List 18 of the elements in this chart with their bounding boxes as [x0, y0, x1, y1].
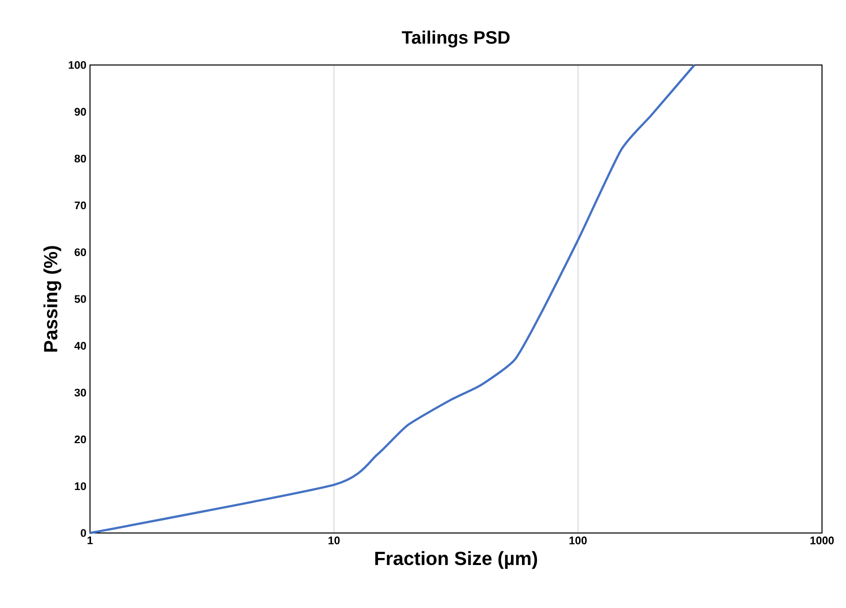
- y-tick-label: 70: [74, 202, 86, 210]
- y-tick-label: 20: [74, 436, 86, 444]
- y-tick-label: 100: [68, 61, 86, 69]
- y-tick-label: 50: [74, 295, 86, 303]
- y-axis-title: Passing (%): [43, 246, 62, 352]
- x-tick-label: 100: [570, 536, 587, 544]
- y-tick-label: 10: [74, 482, 86, 490]
- y-tick-label: 40: [74, 342, 86, 350]
- y-tick-label: 60: [74, 248, 86, 256]
- y-tick-label: 30: [74, 388, 86, 397]
- x-tick-label: 1000: [810, 536, 834, 544]
- x-tick-label: 1: [88, 536, 93, 544]
- x-tick-label: 10: [328, 536, 340, 544]
- y-tick-label: 90: [74, 108, 86, 116]
- chart-title: Tailings PSD: [402, 30, 510, 48]
- y-tick-label: 0: [80, 529, 86, 537]
- x-axis-title: Fraction Size (µm): [375, 551, 538, 569]
- y-tick-label: 80: [74, 154, 86, 162]
